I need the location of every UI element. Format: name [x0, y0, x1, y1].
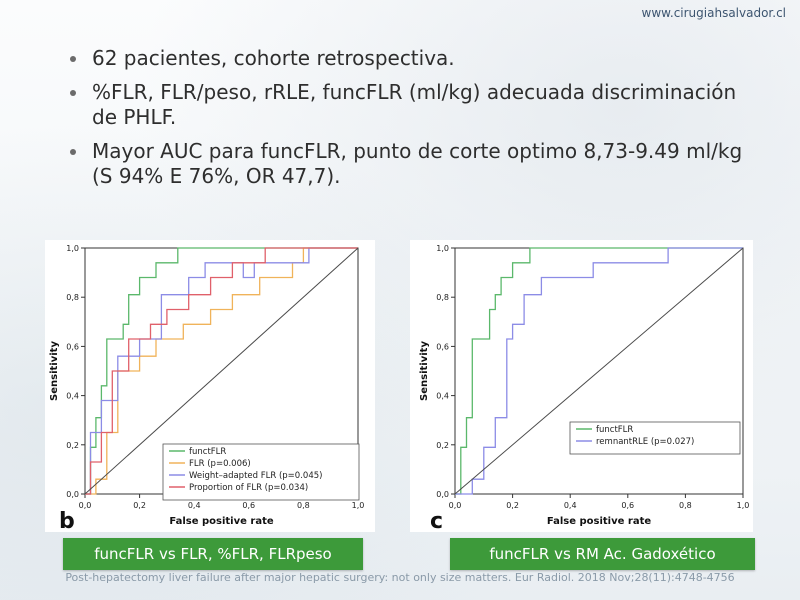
- bullet-text: 62 pacientes, cohorte retrospectiva.: [92, 46, 455, 70]
- roc-curve: [85, 247, 358, 495]
- x-tick-label: 0,2: [506, 501, 519, 510]
- x-tick-label: 1,0: [352, 501, 365, 510]
- site-url: www.cirugiahsalvador.cl: [641, 6, 786, 20]
- y-tick-label: 0,2: [66, 441, 79, 450]
- y-tick-label: 1,0: [436, 244, 449, 253]
- legend-entry: FLR (p=0.006): [189, 459, 251, 469]
- legend-entry: remnantRLE (p=0.027): [596, 437, 694, 447]
- legend-entry: functFLR: [189, 447, 226, 457]
- x-tick-label: 0,2: [133, 501, 146, 510]
- y-tick-label: 0,4: [436, 392, 449, 401]
- x-tick-label: 0,8: [679, 501, 692, 510]
- bullet-dot-icon: [70, 90, 76, 96]
- roc-curve: [455, 247, 743, 495]
- y-axis-title: Sensitivity: [419, 341, 430, 401]
- y-tick-label: 0,8: [436, 293, 449, 302]
- roc-panel-b: 0,0 0,2 0,4 0,6 0,8 1,0 0,0 0,2 0,4 0,6 0,8 1,0 Fals…: [45, 240, 375, 532]
- legend-entry: functFLR: [596, 425, 633, 435]
- reference-diagonal: [454, 247, 744, 495]
- y-tick-label: 0,6: [436, 342, 449, 351]
- roc-chart-b: 0,0 0,2 0,4 0,6 0,8 1,0 0,0 0,2 0,4 0,6 0,8 1,0 Fals…: [49, 244, 365, 532]
- y-tick-label: 0,6: [66, 342, 79, 351]
- legend-box: [569, 421, 741, 455]
- bullet-text: %FLR, FLR/peso, rRLE, funcFLR (ml/kg) ad…: [92, 80, 737, 129]
- x-axis-title: False positive rate: [169, 516, 273, 527]
- x-tick-label: 0,0: [449, 501, 462, 510]
- x-tick-label: 1,0: [737, 501, 750, 510]
- x-tick-label: 0,4: [564, 501, 577, 510]
- bullet-text: Mayor AUC para funcFLR, punto de corte o…: [92, 139, 743, 188]
- roc-chart-c: 0,0 0,2 0,4 0,6 0,8 1,0 0,0 0,2 0,4 0,6 0,8 1,0 Fals…: [419, 244, 750, 532]
- bullet-item: 62 pacientes, cohorte retrospectiva.: [64, 46, 764, 71]
- roc-panel-c: 0,0 0,2 0,4 0,6 0,8 1,0 0,0 0,2 0,4 0,6 0,8 1,0 Fals…: [410, 240, 753, 532]
- x-tick-label: 0,4: [188, 501, 201, 510]
- roc-curve: [455, 247, 743, 495]
- x-tick-label: 0,6: [242, 501, 255, 510]
- roc-curve: [85, 247, 358, 495]
- legend-entry: Weight–adapted FLR (p=0.045): [189, 471, 322, 481]
- bullet-item: %FLR, FLR/peso, rRLE, funcFLR (ml/kg) ad…: [64, 80, 764, 130]
- bullet-list: 62 pacientes, cohorte retrospectiva. %FL…: [64, 46, 764, 198]
- bullet-dot-icon: [70, 56, 76, 62]
- reference-citation: Post-hepatectomy liver failure after maj…: [65, 571, 735, 584]
- legend-box: [162, 443, 360, 501]
- roc-curve: [85, 247, 358, 495]
- y-tick-label: 0,4: [66, 392, 79, 401]
- bullet-item: Mayor AUC para funcFLR, punto de corte o…: [64, 139, 764, 189]
- legend-entry: Proportion of FLR (p=0.034): [189, 483, 308, 493]
- roc-curve: [85, 247, 358, 495]
- y-tick-label: 0,0: [66, 490, 79, 499]
- x-tick-label: 0,0: [79, 501, 92, 510]
- reference-diagonal: [84, 247, 359, 495]
- y-tick-label: 0,0: [436, 490, 449, 499]
- x-tick-label: 0,8: [297, 501, 310, 510]
- y-tick-label: 1,0: [66, 244, 79, 253]
- caption-panel-c: funcFLR vs RM Ac. Gadoxético: [450, 538, 755, 570]
- y-tick-label: 0,2: [436, 441, 449, 450]
- panel-letter: c: [430, 509, 443, 532]
- x-axis-title: False positive rate: [547, 516, 651, 527]
- x-tick-label: 0,6: [621, 501, 634, 510]
- caption-panel-b: funcFLR vs FLR, %FLR, FLRpeso: [63, 538, 363, 570]
- panel-letter: b: [59, 509, 75, 532]
- bullet-dot-icon: [70, 149, 76, 155]
- y-tick-label: 0,8: [66, 293, 79, 302]
- y-axis-title: Sensitivity: [49, 341, 60, 401]
